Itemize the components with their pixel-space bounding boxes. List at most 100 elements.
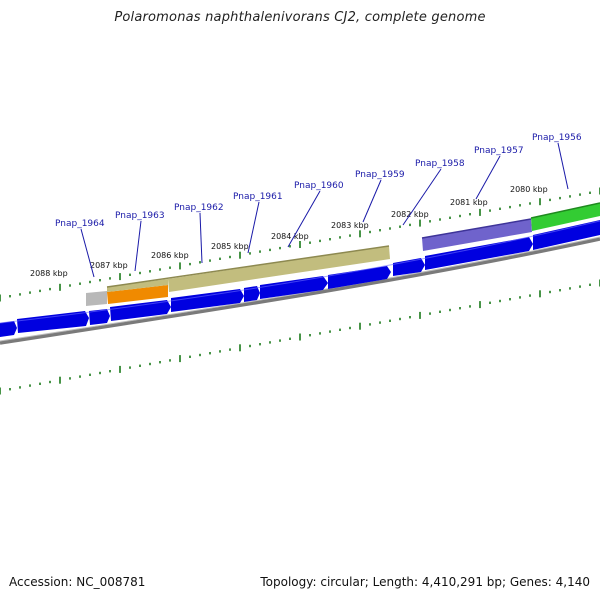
scale-tick-major (119, 273, 121, 281)
scale-tick-minor (189, 355, 191, 358)
cog-bar-khaki[interactable] (107, 279, 168, 292)
gene-arrow[interactable] (171, 289, 244, 312)
scale-tick-minor (229, 255, 231, 259)
scale-tick-minor (399, 225, 401, 228)
scale-tick-major (299, 333, 301, 341)
scale-tick-minor (159, 361, 161, 364)
scale-tick-minor (9, 388, 11, 391)
scale-tick-minor (49, 287, 51, 291)
scale-tick-minor (89, 373, 91, 376)
genome-backbone-highlight (0, 236, 600, 342)
gene-arrow[interactable] (244, 286, 260, 302)
scale-tick-minor (49, 380, 51, 384)
scale-tick-minor (459, 307, 461, 310)
scale-tick-minor (379, 321, 381, 324)
scale-tick-minor (39, 289, 41, 293)
scale-tick-minor (529, 202, 531, 205)
scale-tick-minor (459, 214, 461, 218)
gene-arrow[interactable] (425, 237, 533, 270)
scale-tick-minor (109, 277, 111, 280)
scale-tick-minor (219, 257, 221, 260)
cog-bar-purple[interactable] (422, 219, 532, 251)
scale-tick-minor (549, 290, 551, 294)
gene-arrow[interactable] (0, 321, 17, 337)
gene-label[interactable]: Pnap_1963 (115, 211, 165, 221)
scale-label: 2085 kbp (211, 242, 249, 251)
scale-tick-minor (349, 326, 351, 330)
scale-tick-minor (99, 371, 101, 375)
scale-tick-major (299, 241, 301, 248)
gene-label[interactable]: Pnap_1960 (294, 181, 344, 191)
gene-labels: Pnap_1964 Pnap_1963 Pnap_1962 Pnap_1961 … (55, 133, 582, 229)
scale-tick-minor (569, 195, 571, 198)
scale-tick-minor (149, 270, 151, 273)
gene-label[interactable]: Pnap_1962 (174, 203, 224, 213)
scale-tick-minor (339, 236, 341, 239)
scale-label: 2087 kbp (90, 261, 128, 270)
scale-tick-minor (329, 330, 331, 333)
scale-tick-minor (69, 377, 71, 380)
gene-arrow[interactable] (89, 309, 110, 325)
cog-bar-gray[interactable] (86, 291, 107, 306)
scale-tick-minor (279, 339, 281, 342)
scale-tick-minor (109, 370, 111, 373)
gene-label[interactable]: Pnap_1957 (474, 146, 524, 156)
scale-tick-minor (199, 353, 201, 357)
scale-tick-minor (169, 266, 171, 269)
scale-tick-minor (259, 343, 261, 346)
cog-bar-green[interactable] (531, 203, 600, 231)
lower-scale-dots (0, 279, 600, 395)
gene-arrow[interactable] (110, 300, 171, 321)
scale-tick-minor (129, 273, 131, 276)
scale-tick-minor (519, 296, 521, 299)
scale-tick-minor (259, 250, 261, 253)
gene-arrow[interactable] (260, 276, 328, 299)
scale-tick-minor (219, 350, 221, 353)
cog-bar-orange[interactable] (107, 285, 168, 304)
cog-bar-khaki[interactable] (168, 246, 390, 292)
scale-tick-minor (29, 384, 31, 387)
gene-arrow[interactable] (328, 266, 391, 289)
scale-tick-minor (289, 245, 291, 248)
scale-tick-minor (69, 284, 71, 287)
scale-tick-minor (249, 344, 251, 348)
gene-label[interactable]: Pnap_1959 (355, 170, 405, 180)
scale-tick-minor (309, 334, 311, 337)
scale-tick-minor (39, 382, 41, 385)
cog-annotation-track (86, 202, 600, 306)
gene-arrow[interactable] (17, 311, 89, 333)
scale-tick-minor (439, 218, 441, 221)
scale-tick-minor (129, 366, 131, 369)
scale-tick-minor (589, 283, 591, 286)
scale-tick-minor (369, 230, 371, 234)
scale-tick-minor (449, 216, 451, 219)
scale-tick-minor (19, 293, 21, 296)
scale-tick-minor (409, 316, 411, 319)
page-title: Polaromonas naphthalenivorans CJ2, compl… (114, 10, 486, 25)
gene-label[interactable]: Pnap_1964 (55, 219, 105, 229)
scale-tick-minor (279, 246, 281, 250)
scale-label: 2084 kbp (271, 232, 309, 241)
scale-tick-minor (579, 193, 581, 196)
gene-label[interactable]: Pnap_1956 (532, 133, 582, 143)
gene-label[interactable]: Pnap_1961 (233, 192, 283, 202)
scale-tick-major (0, 294, 1, 302)
scale-tick-minor (289, 337, 291, 340)
scale-tick-minor (199, 261, 201, 264)
scale-tick-minor (529, 294, 531, 297)
scale-tick-minor (439, 310, 441, 313)
scale-tick-minor (269, 248, 271, 252)
scale-tick-major (59, 376, 61, 384)
scale-tick-minor (559, 196, 561, 200)
scale-tick-major (539, 198, 541, 206)
scale-tick-minor (499, 207, 501, 210)
scale-tick-minor (559, 289, 561, 292)
scale-tick-minor (469, 213, 471, 216)
gene-arrow[interactable] (533, 220, 600, 250)
scale-tick-minor (339, 328, 341, 331)
scale-tick-minor (29, 291, 31, 294)
gene-label[interactable]: Pnap_1958 (415, 159, 465, 169)
scale-tick-major (119, 365, 121, 373)
scale-tick-minor (159, 268, 161, 271)
scale-tick-minor (579, 285, 581, 288)
